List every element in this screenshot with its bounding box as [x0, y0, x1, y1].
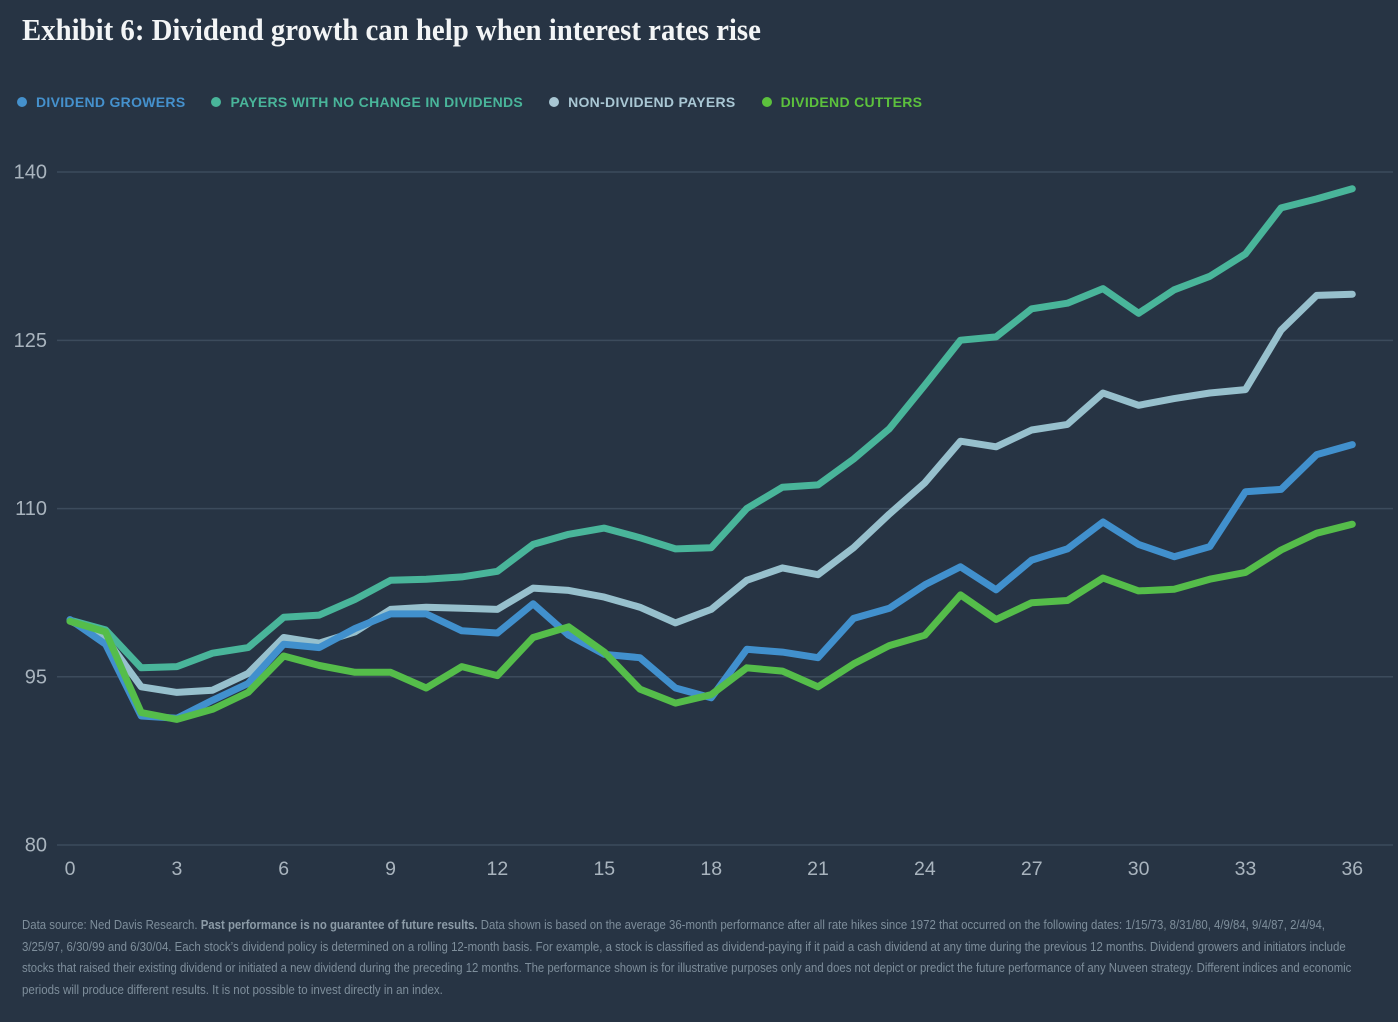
svg-text:9: 9: [385, 858, 396, 880]
svg-text:0: 0: [65, 858, 76, 880]
svg-text:24: 24: [914, 858, 936, 880]
svg-text:30: 30: [1128, 858, 1150, 880]
svg-text:125: 125: [14, 330, 47, 352]
svg-text:3: 3: [171, 858, 182, 880]
svg-text:33: 33: [1235, 858, 1257, 880]
svg-text:80: 80: [25, 835, 47, 857]
svg-text:110: 110: [15, 498, 47, 520]
svg-text:21: 21: [807, 858, 829, 880]
svg-text:36: 36: [1341, 858, 1363, 880]
svg-text:95: 95: [25, 666, 47, 688]
svg-text:12: 12: [487, 858, 509, 880]
svg-text:18: 18: [700, 858, 722, 880]
svg-text:15: 15: [593, 858, 615, 880]
svg-text:27: 27: [1021, 858, 1043, 880]
svg-text:6: 6: [278, 858, 289, 880]
svg-text:140: 140: [14, 162, 47, 184]
